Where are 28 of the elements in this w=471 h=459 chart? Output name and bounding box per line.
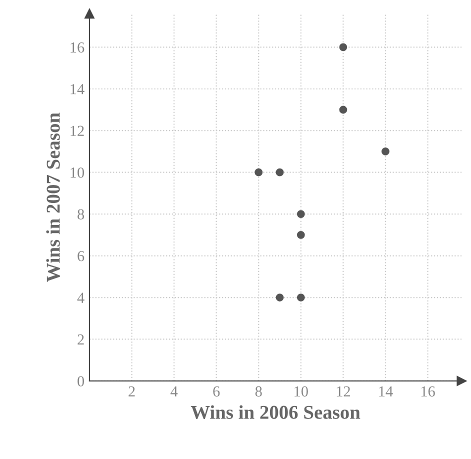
point [296,294,305,302]
y-tick-label: 12 [70,126,84,136]
point [339,106,348,114]
x-tick-label: 12 [336,386,350,396]
point [296,230,305,239]
point [254,168,263,176]
y-tick-label: 16 [70,42,84,53]
x-tick-label: 10 [294,386,308,397]
y-tick-label: 8 [78,209,84,220]
y-tick-label: 10 [70,167,84,178]
point [382,148,390,156]
y-tick-label: 2 [78,334,84,345]
point [339,43,348,52]
x-axis-title: Wins in 2006 Season [190,405,360,420]
x-tick-label: 8 [255,386,262,397]
y-axis-title: Wins in 2007 Season [46,112,60,282]
point [276,294,284,302]
y-tick-label: 0 [78,376,84,386]
x-tick-label: 14 [379,386,393,396]
x-tick-label: 4 [170,386,178,396]
y-tick-label: 14 [70,84,84,94]
y-tick-label: 6 [78,250,84,262]
point [276,168,284,176]
x-tick-label: 6 [213,386,220,397]
point [296,210,305,218]
y-tick-label: 4 [77,292,84,303]
x-tick-label: 2 [128,386,135,396]
x-tick-label: 16 [421,386,435,397]
